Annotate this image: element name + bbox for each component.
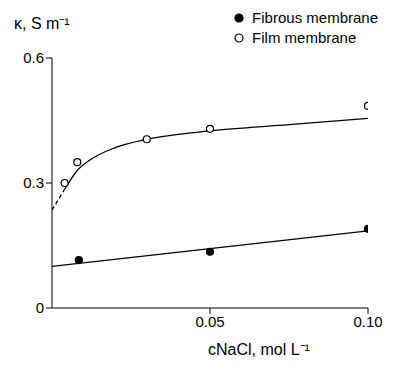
html-text:κ, S m⁻¹: κ, S m⁻¹	[14, 15, 70, 32]
svg-text:0.6: 0.6	[23, 49, 44, 66]
svg-text:0: 0	[36, 299, 44, 316]
html-text:Film membrane: Film membrane	[252, 29, 357, 46]
html-text:Fibrous membrane: Fibrous membrane	[252, 9, 378, 26]
svg-text:0.05: 0.05	[195, 313, 224, 330]
svg-text:0.10: 0.10	[353, 313, 382, 330]
html-text:cNaCl, mol L⁻¹: cNaCl, mol L⁻¹	[208, 341, 310, 358]
svg-text:0.3: 0.3	[23, 174, 44, 191]
